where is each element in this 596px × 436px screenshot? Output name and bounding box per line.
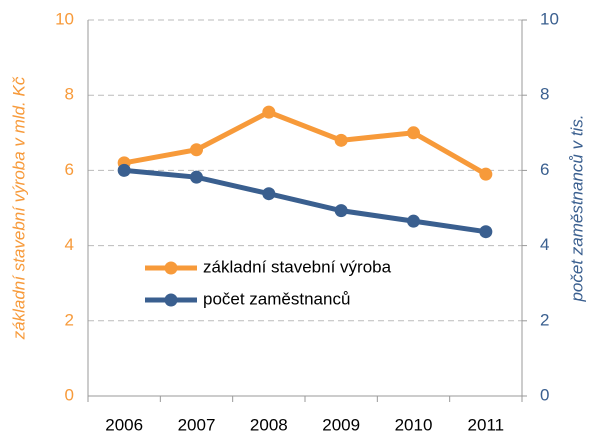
- x-tick-label: 2008: [250, 415, 288, 434]
- y-tick-label: 6: [65, 160, 74, 179]
- y-tick-label: 2: [65, 310, 74, 329]
- data-point: [334, 204, 348, 218]
- y2-tick-label: 10: [540, 9, 559, 28]
- y2-tick-label: 8: [540, 85, 549, 104]
- y-axis-label: základní stavební výroba v mld. Kč: [9, 76, 28, 340]
- y2-tick-label: 4: [540, 235, 549, 254]
- legend-label: počet zaměstnanců: [203, 289, 350, 308]
- data-point: [262, 105, 276, 119]
- data-point: [190, 143, 203, 157]
- y-tick-label: 8: [65, 85, 74, 104]
- data-point: [479, 225, 493, 239]
- y2-axis-label: počet zaměstnanců v tis.: [567, 114, 586, 302]
- x-tick-label: 2010: [395, 415, 433, 434]
- y-tick-label: 10: [55, 9, 74, 28]
- data-point: [262, 187, 276, 201]
- y2-tick-label: 2: [540, 310, 549, 329]
- legend-marker: [164, 261, 178, 275]
- data-point: [334, 133, 348, 147]
- data-point: [479, 167, 493, 181]
- series-line: [123, 167, 487, 235]
- data-point: [407, 214, 420, 228]
- data-point: [190, 170, 203, 184]
- data-point: [117, 163, 131, 177]
- y2-tick-label: 0: [540, 385, 549, 404]
- series-line: [123, 109, 488, 177]
- x-tick-label: 2009: [322, 415, 360, 434]
- y2-tick-label: 6: [540, 160, 549, 179]
- data-point: [407, 126, 420, 140]
- y-tick-label: 4: [65, 235, 74, 254]
- y-tick-label: 0: [65, 385, 74, 404]
- legend-label: základní stavební výroba: [203, 257, 392, 276]
- x-tick-label: 2006: [105, 415, 143, 434]
- legend-marker: [164, 293, 178, 307]
- x-tick-label: 2007: [178, 415, 216, 434]
- x-tick-label: 2011: [468, 415, 505, 434]
